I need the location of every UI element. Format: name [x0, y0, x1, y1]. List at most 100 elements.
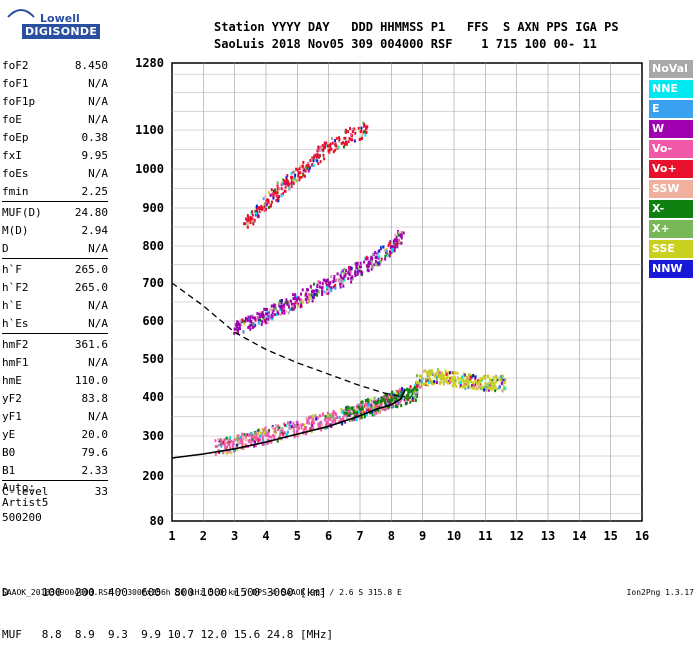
- echo-point: [494, 389, 497, 393]
- echo-point: [251, 217, 254, 221]
- echo-point: [243, 319, 246, 323]
- data-point: [343, 413, 347, 417]
- echo-point: [224, 437, 227, 441]
- echo-point: [374, 250, 377, 254]
- echo-point: [299, 300, 302, 304]
- echo-point: [267, 428, 270, 432]
- echo-point: [320, 290, 323, 294]
- echo-point: [325, 141, 328, 145]
- echo-point: [442, 376, 445, 380]
- echo-point: [295, 420, 298, 424]
- echo-point: [392, 245, 395, 249]
- echo-point: [380, 245, 383, 249]
- echo-point: [224, 445, 227, 449]
- param-name: fxI: [2, 148, 22, 162]
- data-point: [265, 433, 268, 437]
- echo-point: [327, 149, 330, 153]
- echo-point: [459, 385, 462, 389]
- echo-point: [348, 265, 351, 269]
- data-point: [390, 245, 394, 248]
- legend-item: X-: [649, 200, 693, 218]
- legend-item: Vo+: [649, 160, 693, 178]
- echo-point: [288, 182, 291, 186]
- param-value: 110.0: [74, 373, 108, 387]
- muf-table: D 100 200 400 600 800 1000 1500 3000 [km…: [2, 558, 333, 656]
- echo-point: [504, 387, 507, 391]
- echo-point: [293, 171, 296, 175]
- echo-point: [388, 242, 391, 246]
- echo-point: [249, 218, 252, 222]
- echo-point: [267, 434, 270, 438]
- echo-point: [396, 239, 399, 243]
- echo-point: [292, 304, 295, 308]
- echo-point: [381, 401, 384, 405]
- echo-point: [384, 393, 387, 397]
- echo-point: [359, 412, 362, 416]
- echo-point: [422, 382, 425, 386]
- echo-point: [367, 401, 370, 405]
- data-point: [440, 375, 444, 379]
- echo-point: [270, 313, 273, 317]
- echo-point: [371, 265, 374, 269]
- echo-point: [270, 304, 273, 308]
- echo-point: [322, 153, 325, 157]
- echo-point: [321, 292, 324, 296]
- echo-point: [278, 426, 281, 430]
- echo-point: [236, 448, 239, 452]
- echo-point: [257, 321, 260, 325]
- data-point: [243, 222, 247, 226]
- echo-point: [261, 311, 264, 315]
- echo-point: [249, 216, 252, 220]
- echo-point: [292, 181, 295, 185]
- echo-point: [334, 139, 337, 143]
- echo-point: [333, 274, 336, 278]
- echo-point: [269, 193, 272, 197]
- echo-point: [259, 431, 262, 435]
- echo-point: [337, 136, 340, 140]
- echo-point: [256, 437, 259, 441]
- echo-point: [380, 403, 383, 407]
- data-point: [415, 388, 419, 392]
- echo-point: [350, 266, 353, 270]
- echo-point: [418, 379, 421, 383]
- param-row: h`E N/A: [2, 296, 108, 314]
- param-name: hmF1: [2, 355, 29, 369]
- echo-point: [398, 400, 401, 404]
- echo-point: [292, 302, 295, 306]
- echo-point: [290, 426, 293, 430]
- echo-point: [310, 290, 313, 294]
- echo-point: [351, 406, 354, 410]
- echo-point: [339, 279, 342, 283]
- echo-point: [297, 302, 300, 306]
- data-point: [415, 380, 419, 384]
- data-point: [399, 233, 403, 237]
- echo-point: [292, 426, 295, 430]
- echo-point: [350, 138, 353, 142]
- data-point: [390, 397, 394, 401]
- echo-point: [263, 203, 266, 207]
- echo-point: [325, 284, 328, 288]
- data-point: [274, 191, 278, 195]
- echo-point: [281, 308, 284, 312]
- param-value: 2.25: [81, 184, 109, 198]
- echo-point: [375, 254, 378, 258]
- echo-point: [365, 131, 368, 135]
- echo-point: [489, 380, 492, 384]
- echo-point: [250, 435, 253, 439]
- echo-point: [367, 265, 370, 269]
- echo-point: [383, 399, 386, 403]
- echo-point: [432, 382, 435, 386]
- echo-point: [298, 178, 301, 182]
- x-tick-label: 8: [388, 529, 395, 543]
- echo-point: [340, 410, 343, 414]
- echo-point: [450, 371, 453, 375]
- echo-point: [426, 370, 429, 374]
- echo-point: [330, 425, 333, 429]
- echo-point: [303, 174, 306, 178]
- echo-point: [278, 304, 281, 308]
- echo-point: [387, 394, 390, 398]
- x-tick-label: 3: [231, 529, 238, 543]
- echo-point: [273, 434, 276, 438]
- echo-point: [354, 274, 357, 278]
- echo-point: [255, 204, 258, 208]
